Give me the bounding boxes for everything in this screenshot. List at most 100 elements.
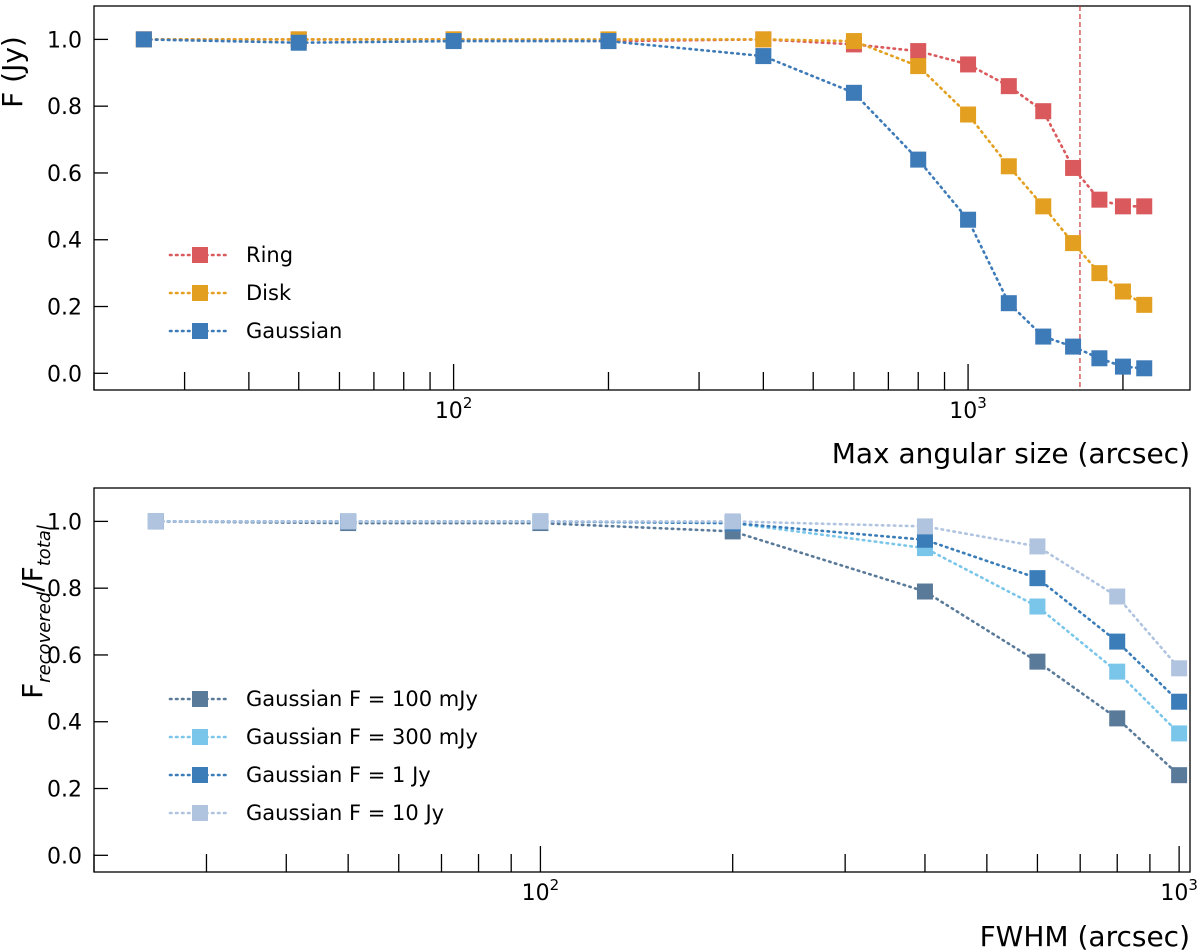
data-point	[1035, 103, 1052, 120]
y-tick-label: 1.0	[47, 510, 82, 535]
data-point	[1136, 360, 1153, 377]
series-gaussian-f-10-jy	[147, 513, 1188, 677]
y-tick-label: 0.0	[47, 844, 82, 869]
x-tick-label: 102	[435, 394, 473, 424]
legend-marker	[192, 323, 208, 339]
x-tick-label: 102	[522, 876, 560, 906]
data-point	[290, 34, 307, 51]
series-line	[154, 520, 1181, 704]
data-point	[1029, 653, 1046, 670]
plot-frame	[93, 5, 1191, 391]
legend-marker	[192, 247, 208, 263]
legend-label: Gaussian F = 300 mJy	[246, 725, 478, 749]
y-tick-label: 0.4	[47, 711, 82, 736]
legend-label: Disk	[246, 281, 292, 305]
y-label-sub-recovered: recovered	[34, 591, 55, 683]
data-point	[755, 31, 772, 48]
data-point	[135, 31, 152, 48]
legend-marker	[192, 285, 208, 301]
data-point	[1029, 570, 1046, 587]
plot-frame	[93, 487, 1191, 873]
data-point	[1136, 296, 1153, 313]
data-point	[910, 151, 927, 168]
data-point	[1000, 158, 1017, 175]
data-point	[1171, 725, 1188, 742]
data-point	[1065, 159, 1082, 176]
data-point	[724, 513, 741, 530]
data-point	[755, 48, 772, 65]
y-tick-label: 1.0	[47, 28, 82, 53]
data-point	[340, 513, 357, 530]
data-point	[960, 56, 977, 73]
y-tick-label: 0.6	[47, 644, 82, 669]
x-tick-label-base: 10	[435, 399, 463, 424]
data-point	[1109, 588, 1126, 605]
x-axis-label: FWHM (arcsec)	[980, 920, 1190, 951]
data-point	[1114, 358, 1131, 375]
y-tick-label: 0.8	[47, 95, 82, 120]
data-point	[1114, 198, 1131, 215]
y-tick-label: 0.2	[47, 296, 82, 321]
x-tick-label-exponent: 2	[463, 394, 473, 412]
data-point	[1000, 78, 1017, 95]
y-axis-label: Frecovered/Ftotal	[16, 525, 55, 699]
data-point	[532, 513, 549, 530]
y-tick-label: 0.8	[47, 577, 82, 602]
data-point	[1065, 235, 1082, 252]
x-axis-label: Max angular size (arcsec)	[832, 437, 1190, 470]
y-label-sub-total: total	[34, 525, 55, 566]
data-point	[845, 33, 862, 50]
x-tick-label-exponent: 3	[1188, 876, 1198, 894]
x-tick-label-exponent: 3	[977, 394, 987, 412]
data-point	[1065, 338, 1082, 355]
data-point	[960, 106, 977, 123]
data-point	[845, 84, 862, 101]
data-point	[1029, 538, 1046, 555]
data-point	[1091, 191, 1108, 208]
data-point	[1029, 598, 1046, 615]
x-tick-label-base: 10	[949, 399, 977, 424]
series-line	[142, 38, 1146, 208]
series-disk	[135, 31, 1153, 313]
legend-label: Ring	[246, 243, 293, 267]
data-point	[445, 33, 462, 50]
y-axis-label: F (Jy)	[0, 36, 29, 108]
data-point	[960, 211, 977, 228]
legend-marker	[192, 691, 208, 707]
x-tick-label: 103	[1160, 876, 1198, 906]
y-label-base: F	[16, 683, 49, 699]
x-tick-label-base: 10	[1160, 881, 1188, 906]
series-line	[154, 520, 1181, 670]
data-point	[1035, 328, 1052, 345]
legend-label: Gaussian	[246, 319, 342, 343]
legend-label: Gaussian F = 100 mJy	[246, 687, 478, 711]
series-ring	[135, 31, 1153, 215]
x-tick-label: 103	[949, 394, 987, 424]
y-tick-label: 0.4	[47, 229, 82, 254]
data-point	[1091, 265, 1108, 282]
x-tick-label-base: 10	[522, 881, 550, 906]
data-point	[1109, 633, 1126, 650]
data-point	[910, 43, 927, 60]
data-point	[147, 513, 164, 530]
legend: Gaussian F = 100 mJy Gaussian F = 300 mJy…	[168, 687, 478, 825]
y-tick-label: 0.6	[47, 162, 82, 187]
legend-marker	[192, 729, 208, 745]
legend: Ring Disk Gaussian	[168, 243, 342, 343]
series-gaussian	[135, 31, 1153, 377]
data-point	[916, 583, 933, 600]
data-point	[1035, 198, 1052, 215]
series-line	[142, 38, 1146, 307]
data-point	[1109, 663, 1126, 680]
data-point	[1171, 693, 1188, 710]
legend-label: Gaussian F = 10 Jy	[246, 801, 444, 825]
data-point	[1171, 660, 1188, 677]
y-label-separator: /F	[16, 566, 49, 592]
data-point	[1000, 295, 1017, 312]
data-point	[1091, 350, 1108, 367]
data-point	[1114, 283, 1131, 300]
x-tick-label-exponent: 2	[550, 876, 560, 894]
